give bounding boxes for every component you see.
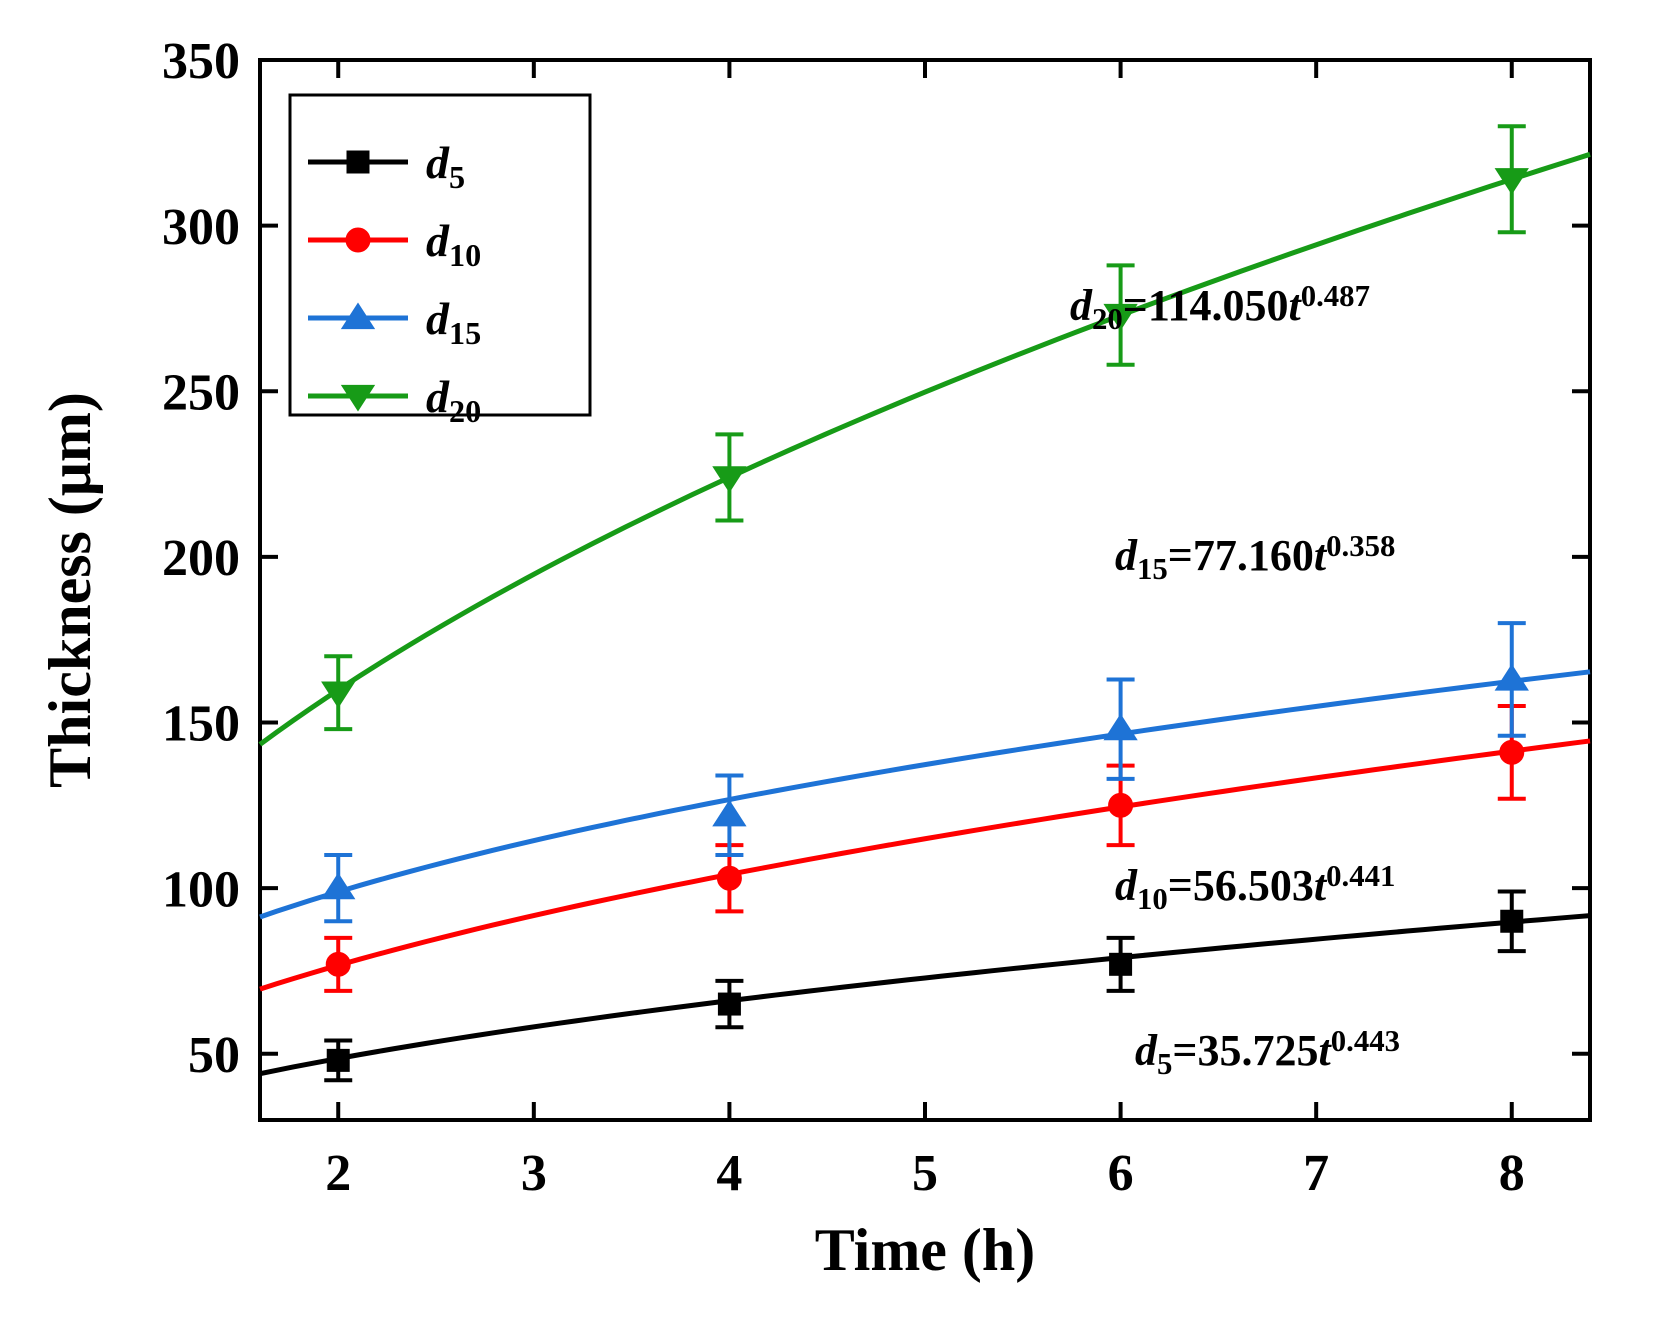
xtick-label: 8: [1499, 1145, 1525, 1202]
marker-circle-icon: [326, 952, 350, 976]
marker-circle-icon: [717, 866, 741, 890]
ytick-label: 200: [162, 530, 240, 587]
chart-container: 2 3 4 5 6 7 8 50 100 150 200 250 300 350 Time (h) Thick…: [0, 0, 1680, 1340]
marker-square-icon: [718, 993, 740, 1015]
marker-square-icon: [1501, 910, 1523, 932]
x-axis-label: Time (h): [815, 1217, 1036, 1283]
marker-circle-icon: [346, 228, 370, 252]
marker-square-icon: [327, 1049, 349, 1071]
xtick-label: 7: [1303, 1145, 1329, 1202]
marker-square-icon: [1110, 953, 1132, 975]
ytick-label: 50: [188, 1027, 240, 1084]
y-axis-label: Thickness (μm): [37, 392, 103, 788]
xtick-label: 5: [912, 1145, 938, 1202]
xtick-label: 4: [716, 1145, 742, 1202]
ytick-label: 150: [162, 696, 240, 753]
xtick-label: 6: [1108, 1145, 1134, 1202]
marker-square-icon: [347, 151, 369, 173]
xtick-label: 2: [325, 1145, 351, 1202]
chart-svg: 2 3 4 5 6 7 8 50 100 150 200 250 300 350 Time (h) Thick…: [0, 0, 1680, 1340]
xtick-label: 3: [521, 1145, 547, 1202]
ytick-label: 300: [162, 199, 240, 256]
ytick-label: 350: [162, 33, 240, 90]
ytick-label: 100: [162, 861, 240, 918]
marker-circle-icon: [1500, 740, 1524, 764]
marker-circle-icon: [1109, 793, 1133, 817]
plot-background: [0, 0, 1680, 1340]
ytick-label: 250: [162, 364, 240, 421]
